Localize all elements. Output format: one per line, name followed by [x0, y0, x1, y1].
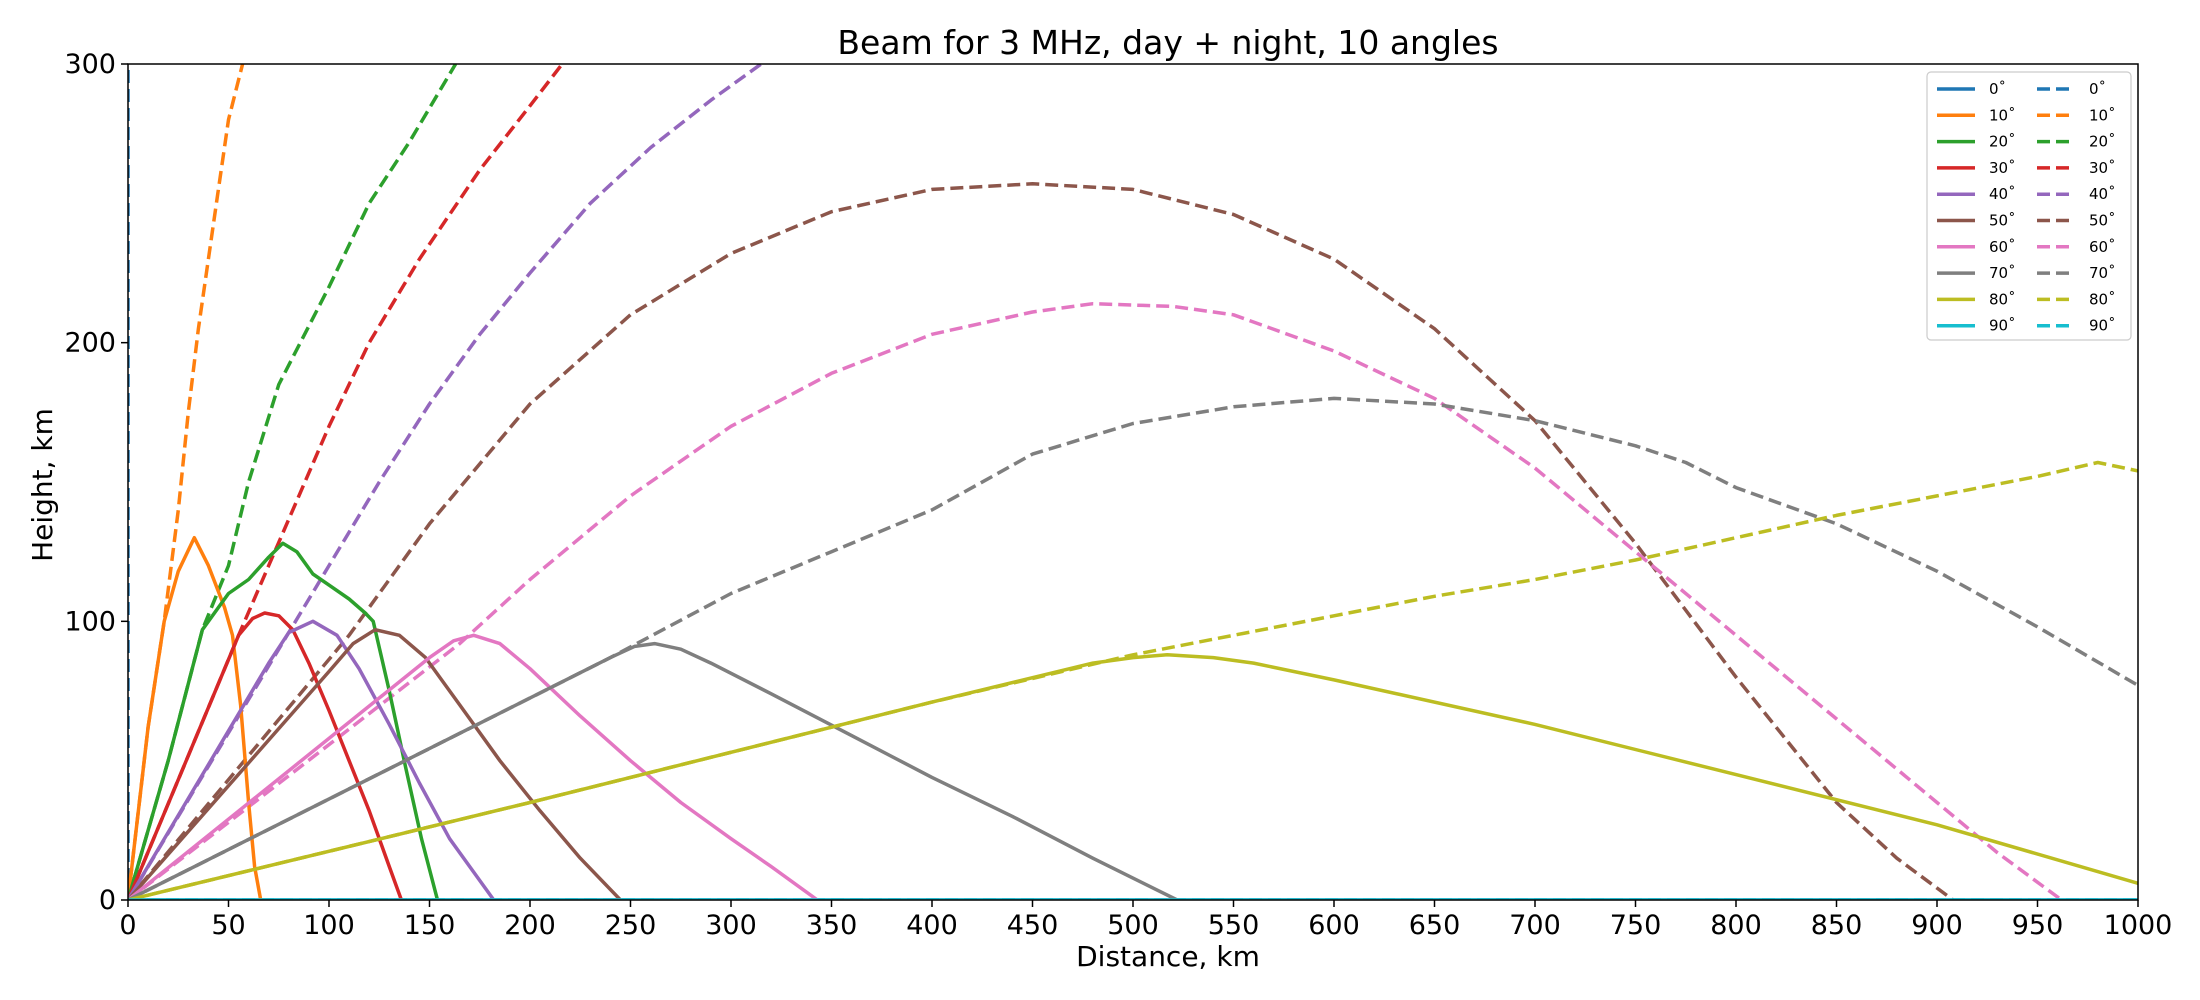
- legend-label: 0˚: [1989, 80, 2006, 98]
- legend-label: 0˚: [2089, 80, 2106, 98]
- legend-label: 40˚: [1989, 185, 2016, 203]
- legend-label: 90˚: [2089, 317, 2116, 335]
- series-line-60-dashed: [128, 301, 2063, 900]
- x-tick-label: 550: [1208, 910, 1260, 941]
- x-tick-label: 50: [211, 910, 245, 941]
- chart-title: Beam for 3 MHz, day + night, 10 angles: [837, 23, 1498, 62]
- x-tick-label: 300: [705, 910, 757, 941]
- y-tick-label: 300: [64, 49, 116, 80]
- y-tick-label: 200: [64, 328, 116, 359]
- x-tick-label: 100: [303, 910, 355, 941]
- legend-label: 60˚: [2089, 238, 2116, 256]
- legend-label: 30˚: [1989, 159, 2016, 177]
- x-tick-label: 350: [806, 910, 858, 941]
- series-line-80-solid: [128, 653, 2138, 900]
- series-line-10-solid: [128, 535, 263, 900]
- series-line-40-dashed: [128, 64, 763, 900]
- series-line-50-solid: [128, 627, 622, 900]
- x-tick-label: 800: [1710, 910, 1762, 941]
- y-axis-title: Height, km: [26, 408, 59, 562]
- x-tick-label: 650: [1409, 910, 1461, 941]
- legend-label: 60˚: [1989, 238, 2016, 256]
- y-tick-label: 100: [64, 606, 116, 637]
- x-tick-label: 600: [1308, 910, 1360, 941]
- legend-label: 10˚: [2089, 106, 2116, 124]
- series-layer: [128, 64, 2138, 900]
- legend-frame: [1926, 71, 2132, 341]
- x-axis-title: Distance, km: [1076, 940, 1260, 973]
- x-tick-label: 900: [1911, 910, 1963, 941]
- series-line-50-dashed: [128, 182, 1955, 900]
- legend-label: 50˚: [1989, 212, 2016, 230]
- x-tick-label: 150: [404, 910, 456, 941]
- legend-label: 20˚: [1989, 133, 2016, 151]
- legend-label: 70˚: [2089, 264, 2116, 282]
- x-tick-label: 0: [119, 910, 136, 941]
- series-line-30-solid: [128, 611, 404, 900]
- x-tick-label: 700: [1509, 910, 1561, 941]
- series-line-20-solid: [128, 541, 440, 900]
- series-line-10-dashed: [128, 64, 245, 900]
- series-line-80-dashed: [128, 460, 2138, 900]
- x-tick-label: 400: [906, 910, 958, 941]
- series-line-30-dashed: [128, 64, 564, 900]
- legend-label: 30˚: [2089, 159, 2116, 177]
- legend: 0˚ 10˚ 20˚ 30˚ 40˚ 50˚ 60˚ 70˚ 80˚ 90˚ 0˚ 10˚ 20˚ 30˚…: [1926, 71, 2132, 341]
- legend-label: 80˚: [1989, 290, 2016, 308]
- x-tick-label: 950: [2012, 910, 2064, 941]
- x-tick-label: 750: [1610, 910, 1662, 941]
- x-tick-label: 1000: [2104, 910, 2173, 941]
- y-axis: 0 100 200 300: [64, 49, 128, 916]
- x-axis: 0 50 100 150 200 250 300 350 400 450 500 550 600 650 7…: [119, 900, 2172, 941]
- x-tick-label: 500: [1107, 910, 1159, 941]
- legend-label: 10˚: [1989, 106, 2016, 124]
- legend-label: 40˚: [2089, 185, 2116, 203]
- x-tick-label: 850: [1811, 910, 1863, 941]
- legend-label: 90˚: [1989, 317, 2016, 335]
- legend-label: 70˚: [1989, 264, 2016, 282]
- series-line-70-solid: [128, 641, 1178, 900]
- series-line-60-solid: [128, 633, 819, 900]
- series-line-40-solid: [128, 619, 496, 900]
- legend-label: 20˚: [2089, 133, 2116, 151]
- legend-label: 80˚: [2089, 290, 2116, 308]
- x-tick-label: 200: [504, 910, 556, 941]
- series-line-70-dashed: [128, 396, 2138, 900]
- x-tick-label: 250: [605, 910, 657, 941]
- legend-label: 50˚: [2089, 212, 2116, 230]
- y-tick-label: 0: [99, 885, 116, 916]
- x-tick-label: 450: [1007, 910, 1059, 941]
